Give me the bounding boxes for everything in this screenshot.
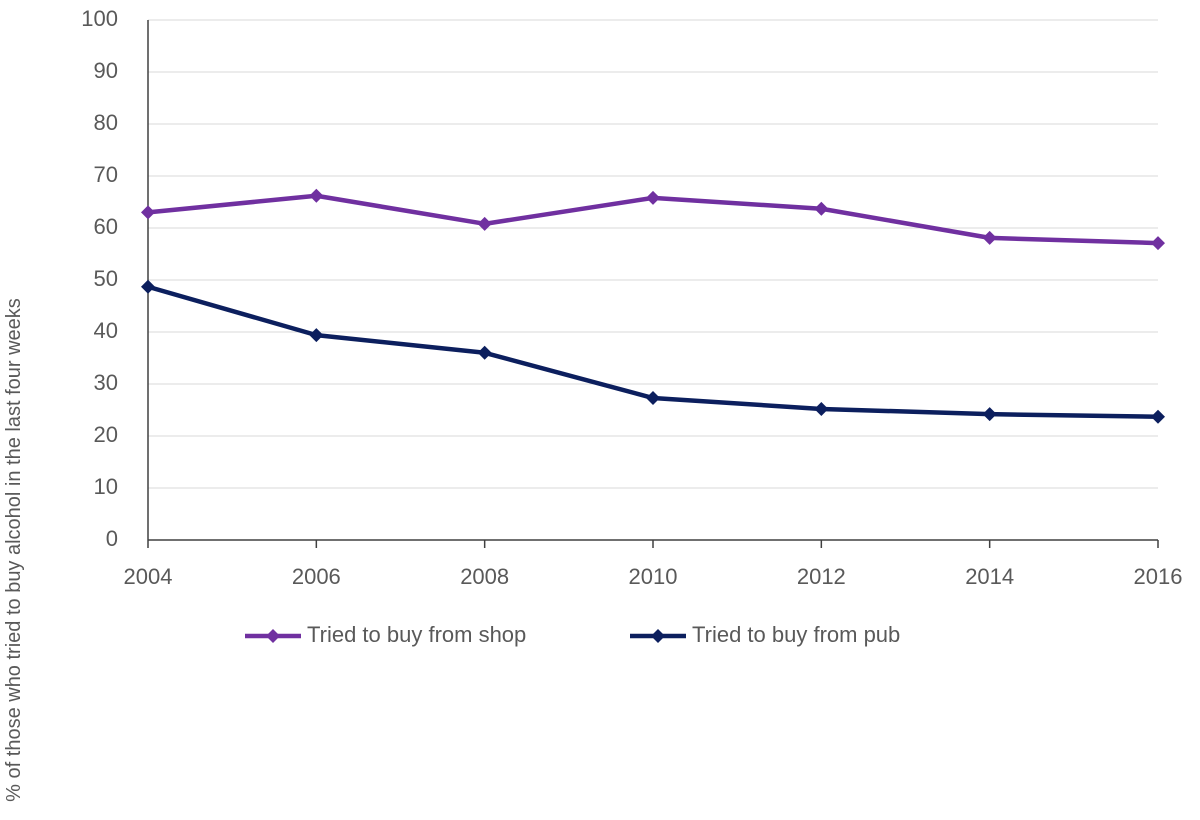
point	[814, 401, 829, 416]
point	[309, 188, 324, 203]
y-tick-label: 90	[94, 58, 118, 83]
x-tick-label: 2010	[629, 564, 678, 589]
y-tick-label: 10	[94, 474, 118, 499]
x-tick-label: 2016	[1134, 564, 1183, 589]
point	[309, 328, 324, 343]
point	[646, 391, 660, 406]
legend-label: Tried to buy from pub	[692, 622, 900, 647]
x-tick-label: 2012	[797, 564, 846, 589]
x-tick-label: 2014	[965, 564, 1014, 589]
y-tick-label: 20	[94, 422, 118, 447]
point	[1151, 236, 1165, 251]
point	[477, 216, 492, 231]
x-tick-label: 2004	[124, 564, 173, 589]
x-tick-label: 2008	[460, 564, 509, 589]
y-tick-label: 30	[94, 370, 118, 395]
point	[141, 279, 155, 294]
y-tick-label: 70	[94, 162, 118, 187]
point	[477, 345, 492, 360]
point	[982, 407, 997, 422]
y-axis-label: % of those who tried to buy alcohol in t…	[3, 298, 25, 802]
point	[646, 190, 660, 205]
y-tick-label: 100	[81, 6, 118, 31]
y-tick-label: 0	[106, 526, 118, 551]
x-tick-label: 2006	[292, 564, 341, 589]
point	[982, 230, 997, 245]
legend-label: Tried to buy from shop	[307, 622, 526, 647]
legend-marker	[266, 629, 280, 643]
legend-marker	[651, 629, 665, 643]
y-tick-label: 40	[94, 318, 118, 343]
point	[1151, 409, 1165, 424]
chart: 0 10 20 30 40 50 60 70 80 90 100 2004 2006 2008 2010 20…	[81, 6, 1183, 647]
y-tick-label: 50	[94, 266, 118, 291]
point	[814, 201, 829, 216]
page: 0 10 20 30 40 50 60 70 80 90 100 2004 2006 2008 2010 20…	[3, 5, 1183, 802]
point	[141, 205, 155, 220]
y-tick-label: 80	[94, 110, 118, 135]
y-tick-label: 60	[94, 214, 118, 239]
